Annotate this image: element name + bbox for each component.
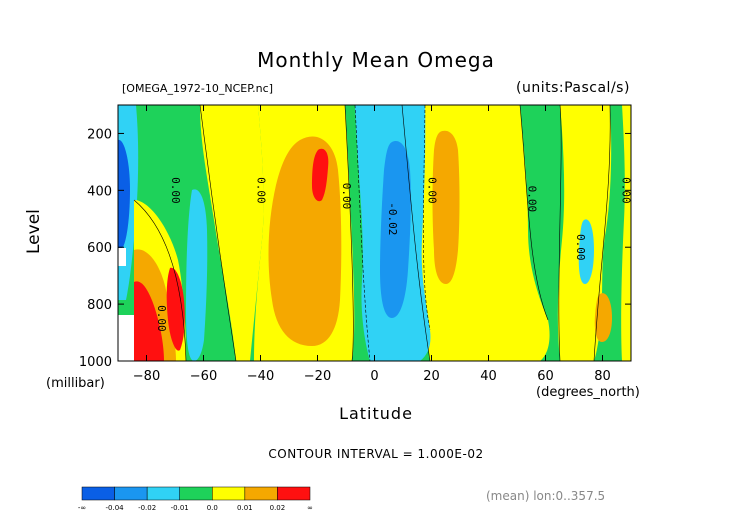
contour-plot-area: 0.00 0.00 0.00-0.020.00 0.000.000.000.00 bbox=[118, 105, 631, 361]
legend-label: -0.02 bbox=[138, 504, 156, 512]
y-tick-label: 400 bbox=[87, 184, 112, 199]
contour-region-negative-strong bbox=[380, 141, 411, 318]
x-tick-label: −80 bbox=[133, 369, 160, 384]
contour-line bbox=[593, 105, 611, 361]
contour-region-positive bbox=[621, 105, 631, 361]
missing-data-region bbox=[118, 315, 134, 361]
legend-label: ∞ bbox=[307, 504, 313, 512]
contour-label: 0.00 bbox=[155, 305, 168, 332]
x-tick-label: −20 bbox=[304, 369, 331, 384]
contour-region-negative bbox=[578, 219, 594, 284]
file-label: [OMEGA_1972-10_NCEP.nc] bbox=[122, 82, 273, 95]
legend-label: 0.0 bbox=[207, 504, 218, 512]
chart-title: Monthly Mean Omega bbox=[257, 48, 495, 72]
units-label: (units:Pascal/s) bbox=[516, 80, 630, 96]
x-unit-label: (degrees_north) bbox=[536, 385, 640, 400]
x-tick-label: 60 bbox=[537, 369, 554, 384]
contour-label: 0.00 bbox=[340, 183, 353, 210]
legend-swatch bbox=[277, 486, 311, 501]
legend-label: 0.01 bbox=[237, 504, 253, 512]
contour-label: 0.00 bbox=[169, 177, 182, 204]
contour-line bbox=[401, 105, 431, 361]
color-legend: -∞ -0.04 -0.02 -0.01 0.0 0.01 0.02 ∞ bbox=[78, 486, 313, 512]
contour-lines bbox=[133, 105, 611, 361]
contour-label: 0.00 bbox=[255, 177, 268, 204]
contour-line bbox=[423, 105, 431, 331]
contour-region-positive-strong bbox=[594, 293, 612, 342]
legend-swatch bbox=[244, 486, 278, 501]
mean-label: (mean) lon:0..357.5 bbox=[486, 489, 606, 503]
y-unit-label: (millibar) bbox=[46, 376, 105, 391]
contour-line bbox=[558, 105, 562, 361]
x-axis: −80 −60 −40 −20 0 20 40 60 80 bbox=[133, 105, 611, 384]
legend-label: -0.04 bbox=[106, 504, 125, 512]
contour-region-max bbox=[166, 267, 185, 351]
contour-line bbox=[344, 105, 354, 361]
x-tick-label: −40 bbox=[247, 369, 274, 384]
legend-label: 0.02 bbox=[270, 504, 286, 512]
y-tick-label: 800 bbox=[87, 298, 112, 313]
contour-label: 0.00 bbox=[525, 186, 538, 213]
legend-label: -0.01 bbox=[171, 504, 189, 512]
contour-region-negative-max bbox=[118, 139, 130, 248]
contour-region-max bbox=[312, 148, 329, 202]
legend-swatch bbox=[146, 486, 180, 501]
x-tick-label: 40 bbox=[480, 369, 497, 384]
legend-swatch bbox=[212, 486, 246, 501]
contour-line bbox=[199, 105, 237, 361]
legend-swatch bbox=[179, 486, 213, 501]
legend-swatch bbox=[81, 486, 115, 501]
legend-swatch bbox=[114, 486, 148, 501]
contour-region-negative bbox=[186, 189, 208, 361]
contour-label: -0.02 bbox=[386, 202, 399, 235]
x-axis-label: Latitude bbox=[339, 404, 413, 423]
missing-data-region bbox=[118, 248, 126, 266]
contour-region-max bbox=[134, 281, 164, 361]
contour-label: 0.00 bbox=[574, 234, 587, 261]
contour-interval-label: CONTOUR INTERVAL = 1.000E-02 bbox=[268, 447, 484, 461]
contour-region-positive bbox=[200, 105, 264, 361]
y-tick-label: 1000 bbox=[79, 355, 112, 370]
x-tick-label: 80 bbox=[594, 369, 611, 384]
contour-label: 0.00 bbox=[426, 177, 439, 204]
x-tick-label: −60 bbox=[190, 369, 217, 384]
contour-line bbox=[519, 105, 549, 321]
contour-region-positive-strong bbox=[432, 130, 460, 284]
contour-line bbox=[354, 105, 371, 361]
y-axis: 200 400 600 800 1000 bbox=[79, 127, 631, 370]
contour-line bbox=[133, 199, 187, 361]
y-tick-label: 200 bbox=[87, 127, 112, 142]
legend-label: -∞ bbox=[78, 504, 86, 512]
y-tick-label: 600 bbox=[87, 241, 112, 256]
x-tick-label: 20 bbox=[423, 369, 440, 384]
x-tick-label: 0 bbox=[370, 369, 378, 384]
